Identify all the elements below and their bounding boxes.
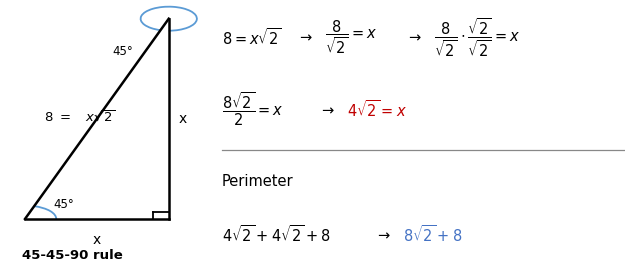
Text: 45°: 45° (112, 45, 133, 58)
Text: $\dfrac{8}{\sqrt{2}}=x$: $\dfrac{8}{\sqrt{2}}=x$ (325, 19, 378, 56)
Text: $\rightarrow$: $\rightarrow$ (375, 227, 391, 242)
Text: $\dfrac{8\sqrt{2}}{2}=x$: $\dfrac{8\sqrt{2}}{2}=x$ (222, 91, 284, 128)
Text: $8\ =\quad x\sqrt{2}$: $8\ =\quad x\sqrt{2}$ (44, 110, 116, 125)
Text: x: x (92, 233, 101, 247)
Text: 45°: 45° (53, 198, 74, 211)
Text: 45-45-90 rule: 45-45-90 rule (21, 249, 122, 262)
Text: $\dfrac{8}{\sqrt{2}}\cdot\dfrac{\sqrt{2}}{\sqrt{2}}=x$: $\dfrac{8}{\sqrt{2}}\cdot\dfrac{\sqrt{2}… (434, 16, 521, 58)
Text: $\rightarrow$: $\rightarrow$ (319, 102, 335, 117)
Text: $4\sqrt{2}=x$: $4\sqrt{2}=x$ (347, 99, 407, 120)
Text: x: x (178, 112, 186, 126)
Text: $\rightarrow$: $\rightarrow$ (406, 30, 422, 45)
Text: $8=x\sqrt{2}$: $8=x\sqrt{2}$ (222, 27, 282, 48)
Text: $8\sqrt{2}+8$: $8\sqrt{2}+8$ (403, 225, 462, 245)
Text: $4\sqrt{2}+4\sqrt{2}+8$: $4\sqrt{2}+4\sqrt{2}+8$ (222, 225, 330, 245)
Text: $\rightarrow$: $\rightarrow$ (297, 30, 313, 45)
Text: Perimeter: Perimeter (222, 174, 294, 189)
